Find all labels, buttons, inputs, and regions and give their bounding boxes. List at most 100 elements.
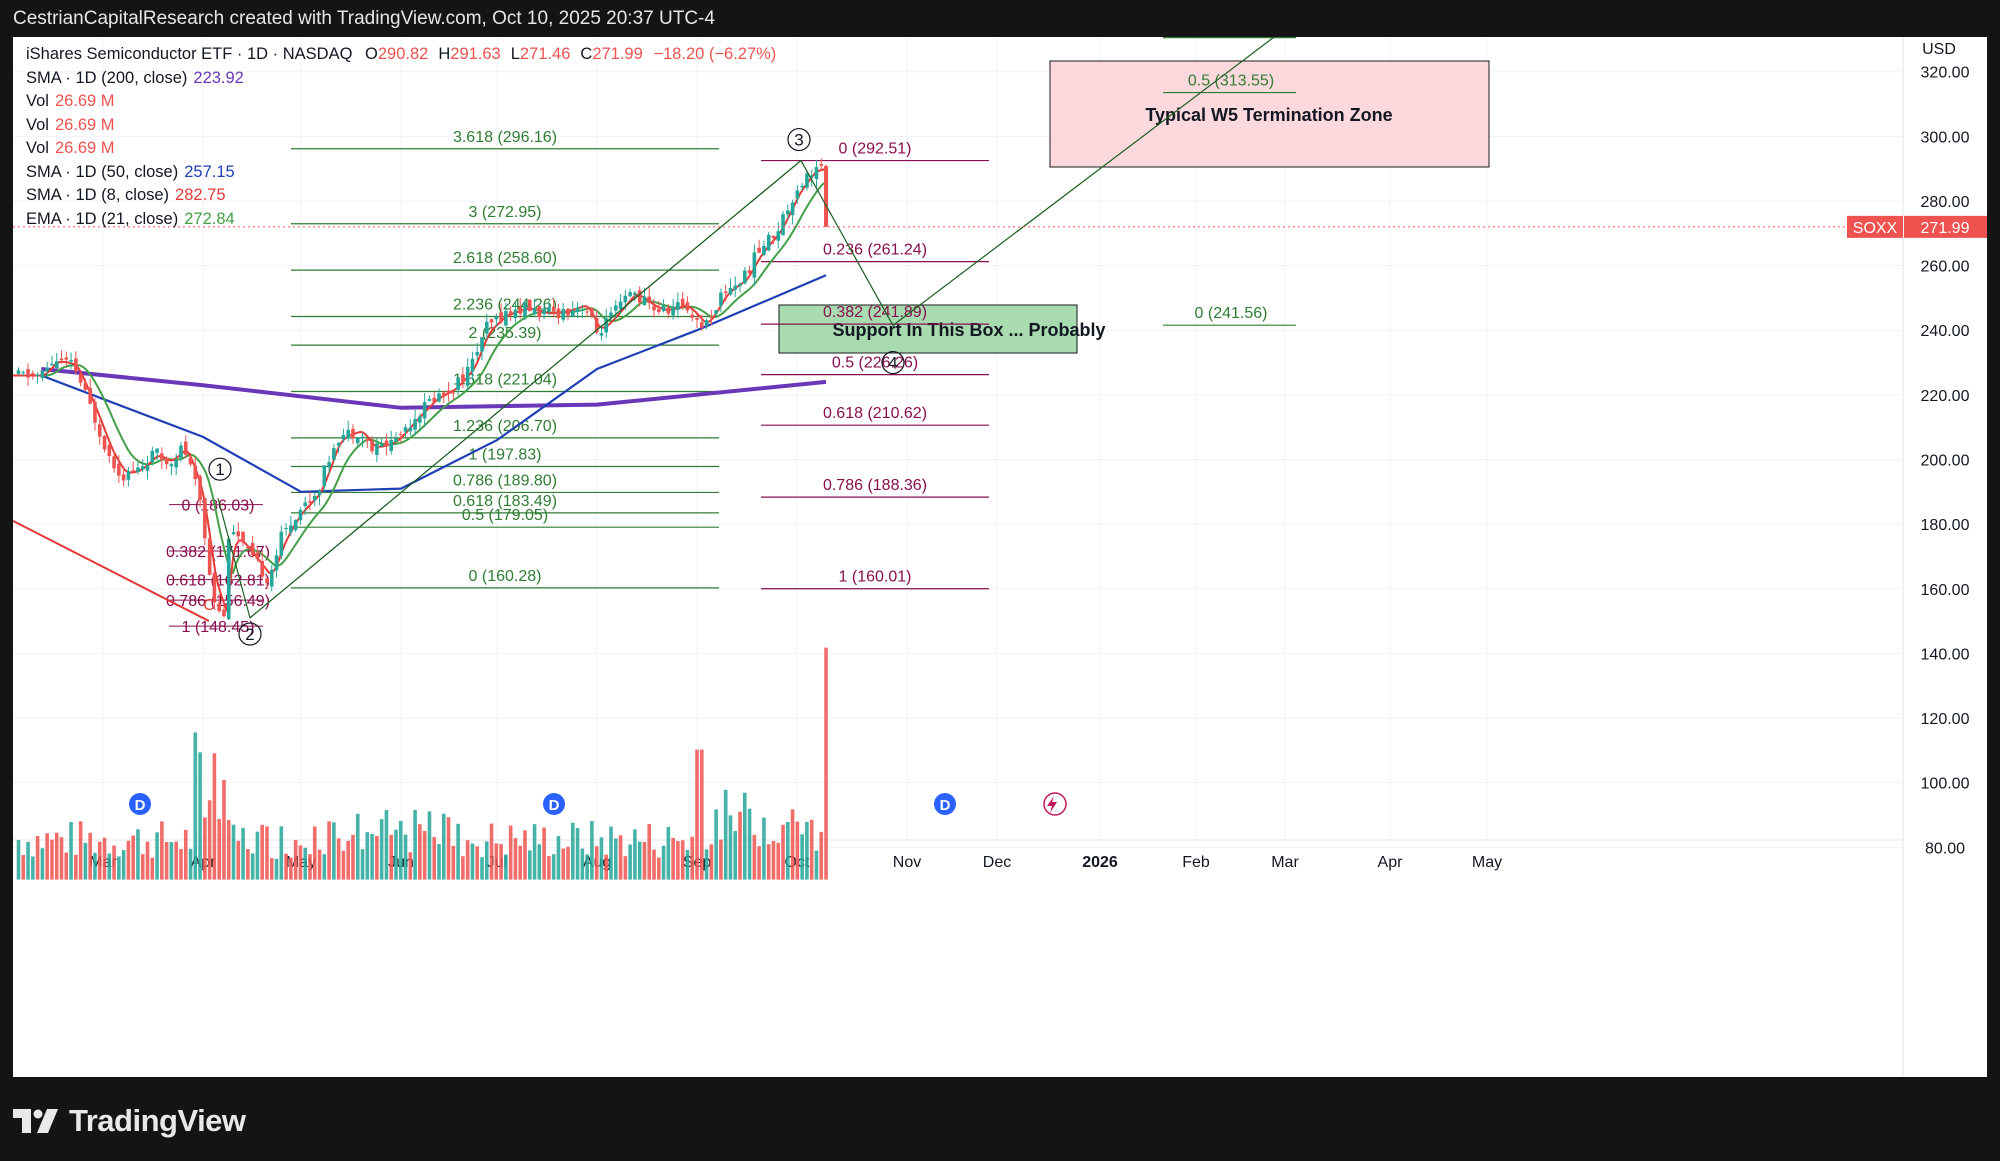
volume-bar: [676, 841, 680, 880]
indicator-label: SMA · 1D (50, close): [26, 162, 179, 181]
indicator-row[interactable]: EMA · 1D (21, close) 272.84: [26, 208, 776, 232]
candle-body: [284, 528, 288, 530]
ohlc-value-c: 271.99: [592, 45, 643, 63]
volume-bar: [293, 840, 298, 880]
tradingview-logo[interactable]: TradingView: [13, 1103, 246, 1139]
dividend-marker[interactable]: [129, 793, 151, 815]
trend-line-red[interactable]: [13, 520, 210, 622]
symbol-title[interactable]: iShares Semiconductor ETF · 1D · NASDAQ: [26, 45, 353, 63]
price-chart[interactable]: USD340.00320.00300.00280.00260.00240.002…: [13, 37, 1987, 1077]
wave-4-circle[interactable]: [881, 350, 905, 375]
candle-body: [480, 337, 484, 352]
volume-bar: [695, 749, 699, 880]
candle-body: [527, 299, 532, 312]
wave-2-circle[interactable]: [238, 622, 262, 646]
volume-bar: [661, 845, 666, 880]
wave-3-circle[interactable]: [787, 127, 811, 152]
candle-body: [203, 498, 207, 539]
volume-bar: [236, 840, 241, 880]
volume-bar: [360, 849, 365, 880]
volume-bar: [289, 857, 293, 880]
indicator-row[interactable]: SMA · 1D (8, close) 282.75: [26, 184, 776, 208]
sma50-line: [40, 274, 827, 493]
candle-body: [217, 603, 221, 612]
volume-bar: [790, 809, 795, 880]
candle-body: [112, 456, 116, 469]
candle-body: [327, 462, 331, 468]
candle-body: [131, 470, 135, 472]
candle-body: [413, 419, 417, 430]
volume-bar: [566, 846, 570, 880]
indicator-row[interactable]: SMA · 1D (200, close) 223.92: [26, 67, 776, 91]
ohlc-key-h: H: [438, 45, 451, 63]
candle-body: [446, 390, 451, 394]
indicator-label: SMA · 1D (8, close): [26, 186, 170, 204]
volume-bar: [222, 779, 226, 880]
time-tick-label: 2026: [1082, 854, 1118, 871]
dividend-marker-label: D: [940, 797, 951, 814]
candle-body: [250, 543, 255, 555]
candle-body: [695, 317, 699, 320]
last-price-tag-bg: [1904, 215, 1987, 238]
ohlc-key-c: C: [580, 45, 593, 63]
volume-bar: [317, 849, 322, 880]
candle-body: [575, 307, 580, 313]
volume-bar: [246, 849, 250, 880]
volume-bar: [384, 810, 389, 880]
fib-level-label: 0.382 (171.67): [166, 544, 270, 561]
indicator-row[interactable]: Vol 26.69 M: [26, 137, 776, 161]
volume-bar: [642, 841, 647, 880]
candle-body: [21, 372, 26, 374]
volume-bar: [413, 810, 417, 880]
candle-body: [504, 310, 508, 326]
chart-panel[interactable]: USD340.00320.00300.00280.00260.00240.002…: [13, 37, 1987, 1077]
indicator-row[interactable]: Vol 26.69 M: [26, 114, 776, 138]
candle-body: [360, 436, 365, 439]
fib-level-label: 2.618 (258.60): [453, 250, 557, 267]
termination-zone-box[interactable]: [1049, 60, 1490, 168]
fib-level-label: 0.382 (241.89): [823, 304, 927, 321]
candle-body: [355, 437, 360, 444]
dividend-marker[interactable]: [543, 793, 565, 815]
volume-bar: [513, 838, 518, 880]
volume-bar: [226, 819, 231, 880]
volume-bar: [733, 831, 738, 880]
support-box[interactable]: [778, 304, 1078, 354]
candle-body: [542, 308, 546, 315]
candle-body: [59, 358, 64, 360]
candle-body: [547, 307, 551, 312]
wave-1-circle[interactable]: [208, 457, 232, 481]
volume-bar: [747, 808, 752, 880]
volume-bar: [637, 841, 642, 880]
volume-bar: [518, 845, 523, 880]
indicator-row[interactable]: Vol 26.69 M: [26, 90, 776, 114]
footer: TradingView: [0, 1077, 2000, 1161]
volume-bar: [45, 833, 49, 880]
indicator-row[interactable]: SMA · 1D (50, close) 257.15: [26, 161, 776, 185]
volume-bar: [279, 826, 284, 880]
candle-body: [508, 311, 513, 315]
volume-bar: [308, 854, 312, 880]
dividend-marker[interactable]: [934, 793, 956, 815]
indicator-value: 26.69 M: [54, 115, 115, 134]
candle-body: [647, 296, 652, 304]
volume-bar: [551, 854, 556, 880]
volume-bar: [375, 835, 379, 880]
fib-level-label: 0 (241.56): [1195, 305, 1268, 322]
volume-bar: [604, 854, 609, 880]
candle-body: [50, 363, 54, 366]
candle-body: [461, 374, 465, 382]
volume-bar: [609, 826, 613, 880]
candle-body: [738, 283, 742, 287]
dividend-marker-label: D: [135, 797, 146, 814]
candle-body: [379, 444, 384, 447]
candle-body: [332, 448, 336, 460]
candle-body: [523, 302, 527, 317]
candle-body: [145, 465, 150, 471]
candle-body: [312, 496, 317, 501]
currency-label: USD: [1922, 41, 1956, 58]
attribution-bar: CestrianCapitalResearch created with Tra…: [0, 0, 2000, 37]
candle-body: [289, 525, 293, 533]
candle-body: [719, 292, 723, 306]
price-tick-label: 320.00: [1921, 65, 1970, 82]
